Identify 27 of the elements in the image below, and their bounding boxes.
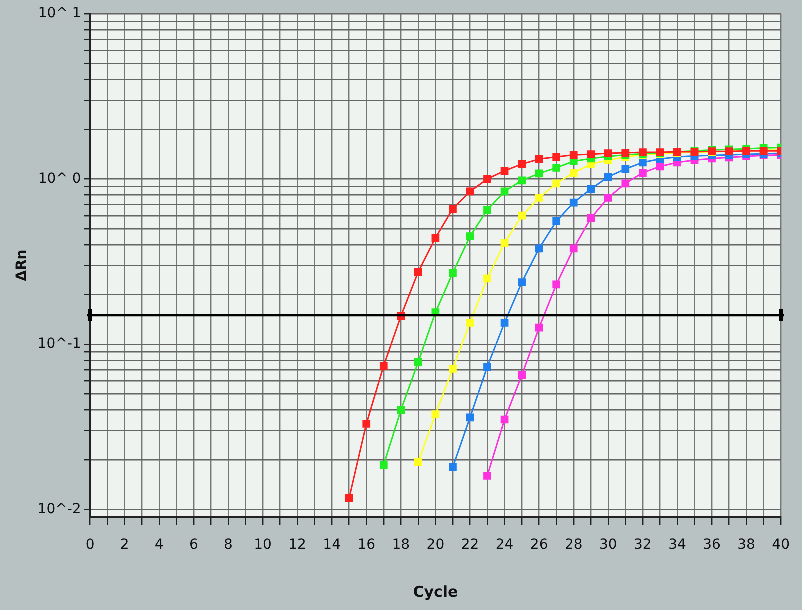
y-tick-label: 10^-1 [38,336,82,352]
x-tick-label: 40 [772,537,790,554]
y-tick-label: 10^ 0 [38,170,82,187]
x-tick-label: 20 [426,537,445,554]
y-axis-title: ΔRn [14,250,30,282]
x-tick-label: 26 [530,537,548,554]
x-tick-label: 10 [254,537,272,554]
x-tick-label: 36 [703,537,722,554]
x-tick-label: 30 [599,537,618,554]
x-tick-label: 2 [120,537,130,554]
x-axis-title: Cycle [413,582,458,601]
x-tick-label: 24 [496,537,514,554]
x-tick-label: 38 [738,537,756,554]
x-tick-label: 16 [358,537,376,554]
x-tick-label: 4 [154,537,164,554]
x-tick-label: 34 [668,537,686,554]
y-tick-label: 10^-2 [38,501,82,518]
y-tick-label: 10^ 1 [38,6,82,22]
x-tick-label: 18 [392,537,410,554]
x-tick-label: 8 [224,537,233,554]
x-tick-label: 6 [189,537,198,554]
x-tick-label: 22 [461,537,480,554]
x-tick-label: 32 [634,537,652,554]
x-tick-label: 12 [288,537,306,554]
x-tick-label: 28 [564,537,583,554]
x-tick-label: 14 [323,537,342,554]
x-tick-label: 0 [86,537,95,554]
